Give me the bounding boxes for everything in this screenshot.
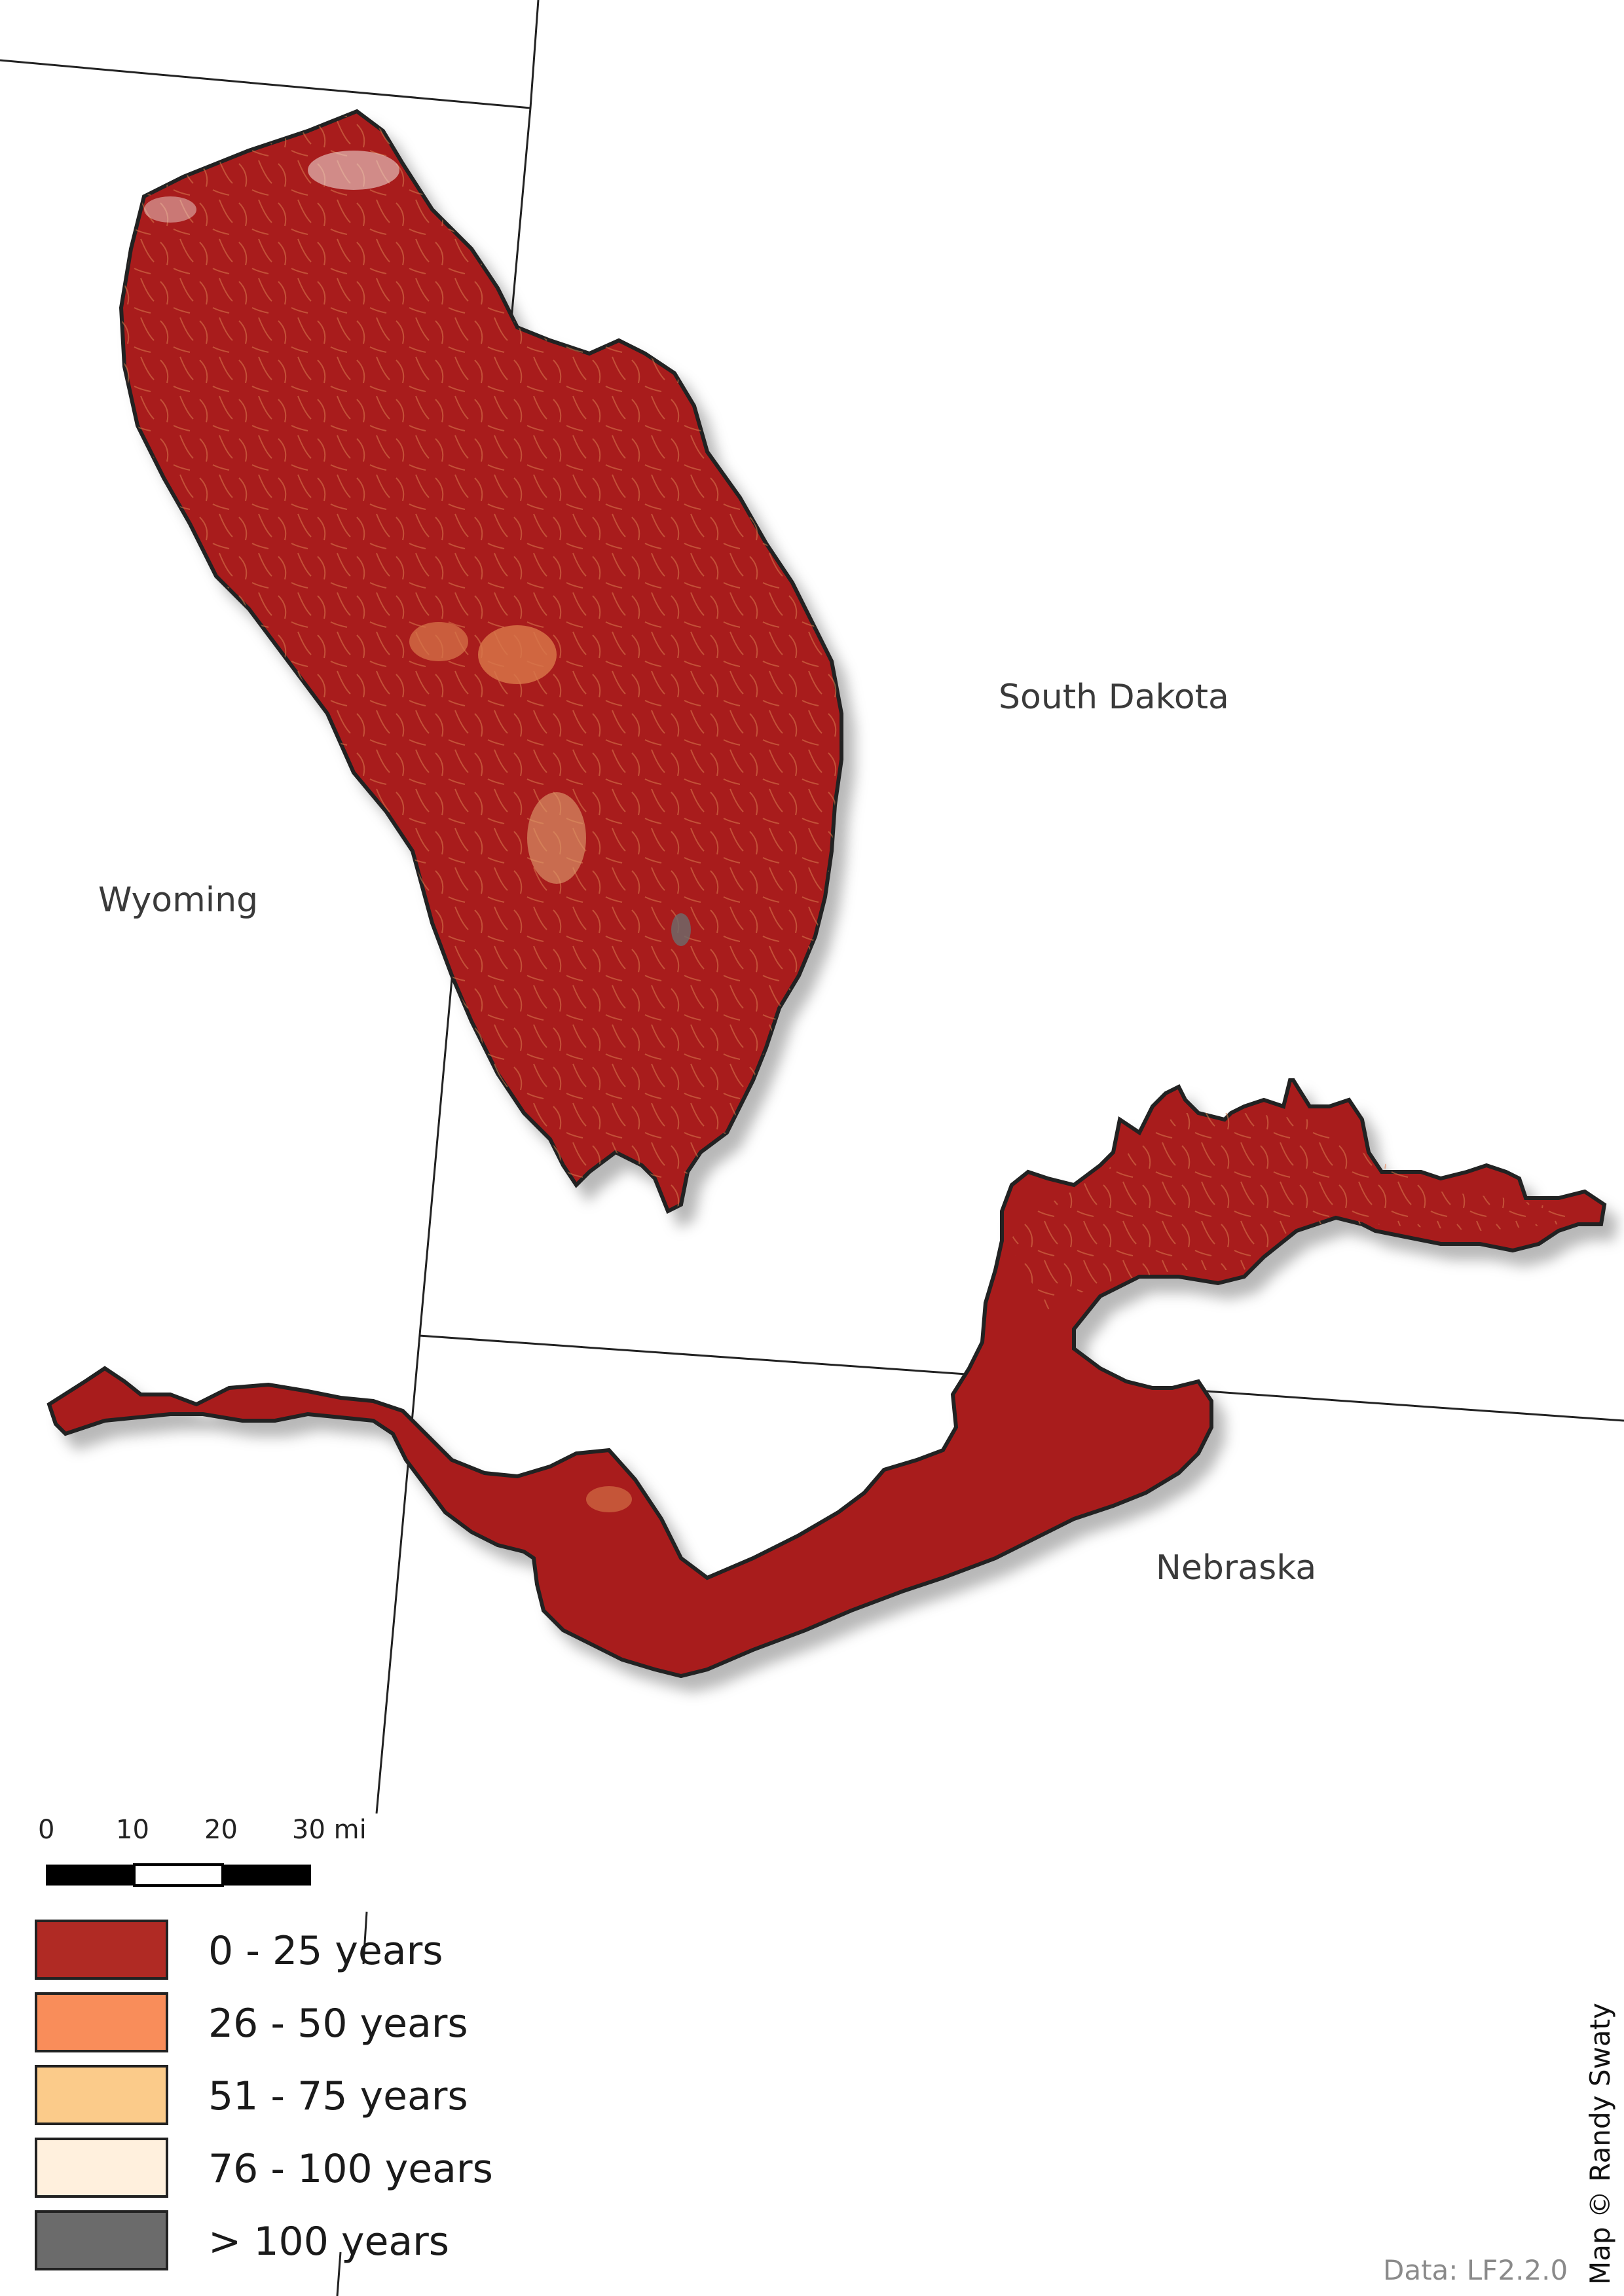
wy-sd-northern-border [0, 59, 531, 109]
legend-swatch [35, 2138, 168, 2198]
legend-swatch [35, 2210, 168, 2270]
wy-ne-southern-stub [362, 1911, 368, 1965]
scale-tick-10: 10 [116, 1815, 149, 1845]
northern-region [119, 109, 843, 1214]
southern-region [46, 1078, 1607, 1679]
orange-patch [409, 622, 468, 661]
legend-swatch [35, 2065, 168, 2125]
legend-swatch [35, 1920, 168, 1980]
scale-tick-0: 0 [38, 1815, 54, 1845]
legend-label: > 100 years [208, 2219, 449, 2265]
orange-patch [586, 1486, 632, 1512]
scale-segment-3 [223, 1865, 311, 1886]
legend-label: 76 - 100 years [208, 2146, 493, 2192]
southern-region-texture [1008, 1113, 1572, 1309]
legend-swatch [35, 1992, 168, 2052]
state-label-nebraska: Nebraska [1156, 1548, 1316, 1588]
white-patch [308, 151, 399, 190]
scale-segment-1 [46, 1865, 134, 1886]
gray-patch [671, 913, 691, 946]
orange-patch [478, 625, 557, 684]
state-label-south-dakota: South Dakota [999, 678, 1229, 717]
white-patch [144, 196, 196, 223]
scale-tick-30: 30 mi [292, 1815, 367, 1845]
data-source: Data: LF2.2.0 [1383, 2254, 1568, 2286]
legend: 0 - 25 years 26 - 50 years 51 - 75 years 76… [35, 1920, 493, 2270]
scale-segment-2 [133, 1863, 224, 1887]
scale-bar: 0 10 20 30 mi [38, 1815, 367, 1887]
scale-tick-20: 20 [204, 1815, 238, 1845]
legend-label: 0 - 25 years [208, 1928, 443, 1974]
legend-label: 26 - 50 years [208, 2001, 468, 2047]
map-credit: Map © Randy Swaty [1584, 2003, 1616, 2285]
wy-ne-bottom-stub [336, 2251, 342, 2296]
tan-patch [527, 792, 586, 884]
legend-label: 51 - 75 years [208, 2073, 468, 2119]
state-label-wyoming: Wyoming [98, 881, 258, 920]
